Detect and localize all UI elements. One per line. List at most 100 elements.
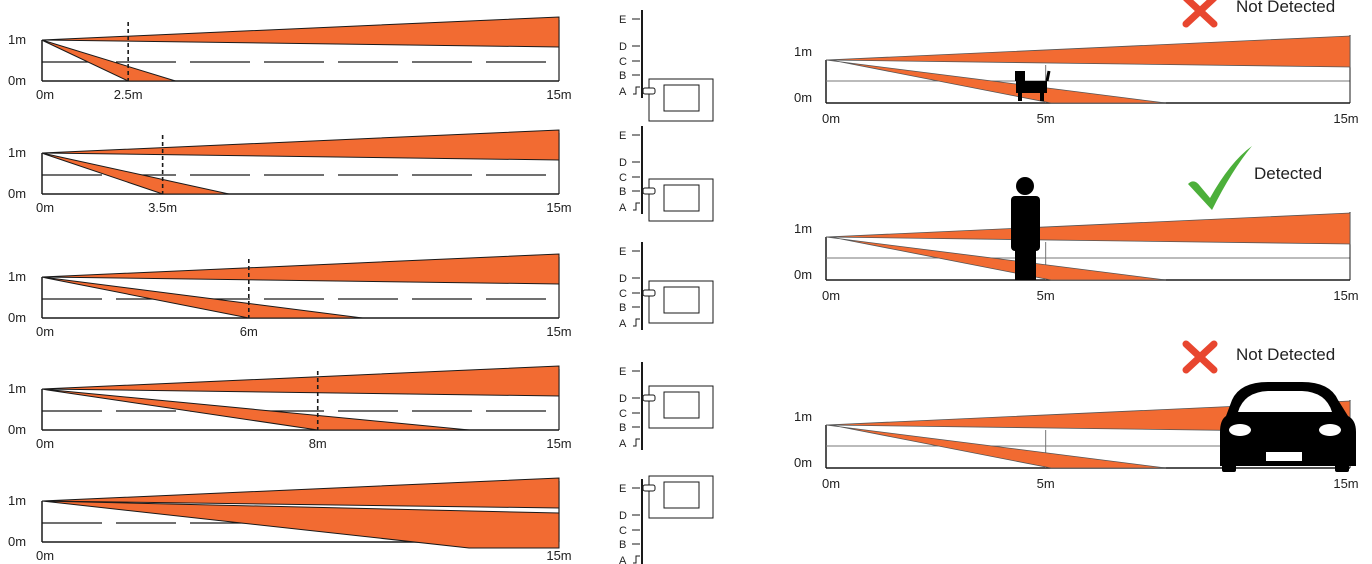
- beam-diagram-column: 1m 0m 0m 2.5m 15m 1m 0m 0m 3.5m 15m 1m 0m 0m 6m 15m 1m 0…: [8, 16, 572, 563]
- upper-beam: [825, 400, 1351, 433]
- detection-examples-column: 1m 0m 0m 5m 15m Not Detected 1m 0m 0m 5m 15m Detect…: [794, 0, 1359, 491]
- bracket-tick: [633, 202, 640, 211]
- position-label-D: D: [619, 157, 627, 169]
- beam-diagram-4: 1m 0m 0m 8m 15m: [8, 365, 572, 451]
- position-label-C: C: [619, 56, 627, 68]
- position-label-B: B: [619, 539, 626, 551]
- status-not-detected: Not Detected: [1236, 0, 1335, 16]
- position-label-B: B: [619, 302, 626, 314]
- person-torso: [1011, 196, 1040, 251]
- lower-beam: [41, 152, 230, 195]
- position-label-D: D: [619, 273, 627, 285]
- dog-leg: [1040, 92, 1044, 101]
- status-not-detected: Not Detected: [1236, 345, 1335, 364]
- sensor-lens: [663, 481, 700, 509]
- lower-beam: [41, 500, 560, 549]
- dog-head: [1015, 71, 1025, 81]
- dog-body: [1016, 81, 1047, 93]
- y-label-1m: 1m: [8, 493, 26, 508]
- x-label-5m: 5m: [1037, 111, 1055, 126]
- y-label-0m: 0m: [8, 422, 26, 437]
- lower-beam: [825, 59, 1167, 104]
- position-label-A: A: [619, 318, 627, 330]
- y-label-0m: 0m: [8, 534, 26, 549]
- car-icon: [1220, 382, 1356, 472]
- beam-diagram-5: 1m 0m 0m 15m: [8, 477, 572, 563]
- person-icon: [1011, 177, 1040, 280]
- car-wheel: [1222, 462, 1236, 472]
- x-label-range: 3.5m: [148, 200, 177, 215]
- position-label-A: A: [619, 438, 627, 450]
- position-label-D: D: [619, 393, 627, 405]
- y-label-1m: 1m: [8, 269, 26, 284]
- y-label-1m: 1m: [794, 409, 812, 424]
- upper-beam: [41, 365, 560, 397]
- status-detected: Detected: [1254, 164, 1322, 183]
- y-label-1m: 1m: [794, 221, 812, 236]
- x-label-start: 0m: [822, 288, 840, 303]
- car-headlight: [1319, 424, 1341, 436]
- position-label-A: A: [619, 555, 627, 564]
- y-label-1m: 1m: [8, 381, 26, 396]
- bracket-tick: [633, 438, 640, 447]
- x-label-end: 15m: [1333, 476, 1358, 491]
- dog-icon: [1015, 70, 1051, 101]
- beam-diagram-1: 1m 0m 0m 2.5m 15m: [8, 16, 572, 102]
- lower-beam: [825, 236, 1167, 281]
- x-label-end: 15m: [546, 548, 571, 563]
- upper-beam: [825, 212, 1351, 245]
- person-legs: [1015, 248, 1036, 280]
- car-plate: [1266, 452, 1302, 461]
- sensor-lens: [663, 84, 700, 112]
- sensor-lens: [663, 286, 700, 314]
- cross-icon: [1182, 0, 1218, 28]
- x-label-end: 15m: [546, 200, 571, 215]
- lower-beam: [41, 388, 470, 431]
- position-label-C: C: [619, 172, 627, 184]
- car-wheel: [1335, 462, 1349, 472]
- x-label-end: 15m: [546, 87, 571, 102]
- x-label-5m: 5m: [1037, 476, 1055, 491]
- dog-tail: [1045, 70, 1051, 82]
- y-label-0m: 0m: [794, 455, 812, 470]
- x-label-start: 0m: [36, 436, 54, 451]
- x-label-start: 0m: [36, 200, 54, 215]
- car-headlight: [1229, 424, 1251, 436]
- x-label-range: 2.5m: [114, 87, 143, 102]
- y-label-1m: 1m: [8, 32, 26, 47]
- x-label-end: 15m: [1333, 288, 1358, 303]
- detection-example-2: 1m 0m 0m 5m 15m Detected: [794, 146, 1359, 303]
- y-label-0m: 0m: [794, 90, 812, 105]
- y-label-0m: 0m: [8, 310, 26, 325]
- y-label-1m: 1m: [794, 44, 812, 59]
- y-label-0m: 0m: [794, 267, 812, 282]
- upper-beam: [41, 129, 560, 161]
- mount-clip: [642, 87, 656, 95]
- position-label-A: A: [619, 202, 627, 214]
- y-label-0m: 0m: [8, 186, 26, 201]
- x-label-start: 0m: [36, 548, 54, 563]
- beam-diagram-2: 1m 0m 0m 3.5m 15m: [8, 129, 572, 215]
- x-label-5m: 5m: [1037, 288, 1055, 303]
- mount-clip: [642, 187, 656, 195]
- position-label-E: E: [619, 130, 626, 142]
- bracket-tick: [633, 86, 640, 95]
- y-label-1m: 1m: [8, 145, 26, 160]
- position-label-B: B: [619, 422, 626, 434]
- beam-diagram-3: 1m 0m 0m 6m 15m: [8, 253, 572, 339]
- mount-clip: [642, 394, 656, 402]
- sensor-lens: [663, 184, 700, 212]
- upper-beam: [41, 16, 560, 48]
- check-icon: [1188, 146, 1252, 210]
- bracket-tick: [633, 555, 640, 564]
- dog-leg: [1018, 92, 1022, 101]
- sensor-lens: [663, 391, 700, 419]
- upper-beam: [41, 253, 560, 285]
- position-label-E: E: [619, 366, 626, 378]
- x-label-range: 6m: [240, 324, 258, 339]
- x-label-end: 15m: [1333, 111, 1358, 126]
- position-label-B: B: [619, 70, 626, 82]
